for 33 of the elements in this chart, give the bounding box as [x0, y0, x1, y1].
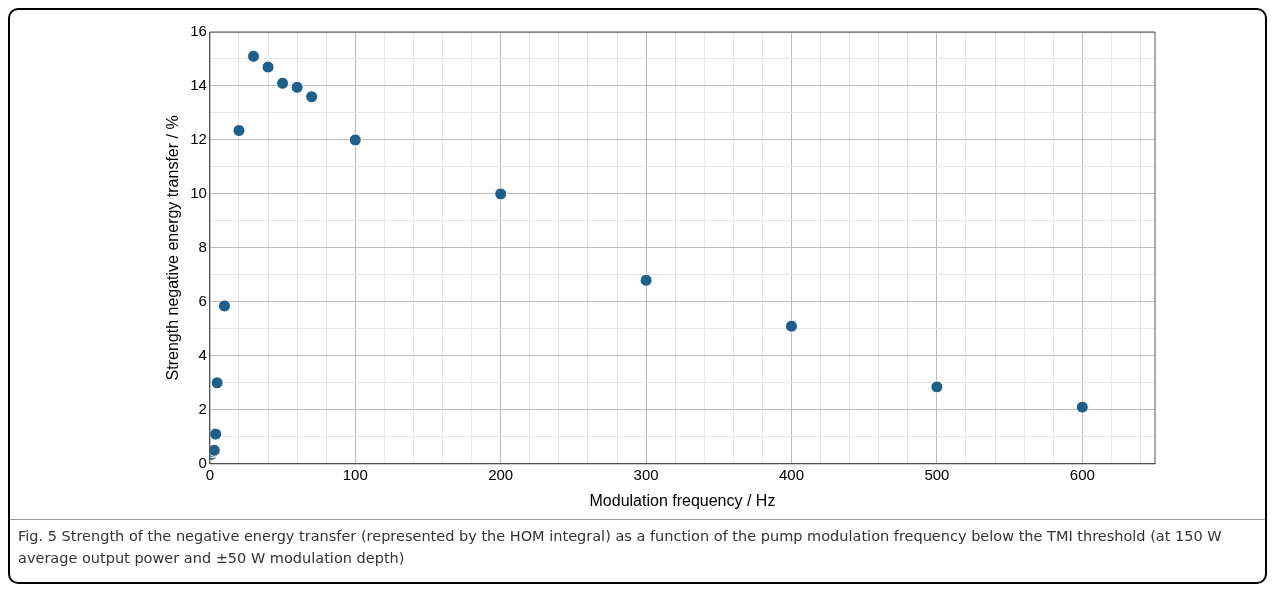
- caption: Fig. 5 Strength of the negative energy transfer (represented by the HOM integral) as a function of the pump modulation frequency below the TMI threshold (at 150 W average output power and ±50 W modulation depth): [18, 527, 1223, 568]
- point: [210, 376, 224, 390]
- y-tick-label: 16: [190, 22, 207, 40]
- point: [348, 133, 362, 147]
- point: [217, 299, 231, 313]
- point: [290, 80, 304, 94]
- point: [261, 60, 275, 74]
- point: [305, 90, 319, 104]
- y-tick-label: 12: [190, 130, 207, 148]
- point: [784, 319, 798, 333]
- x-tick-label: 200: [488, 465, 514, 483]
- y-tick-label: 6: [198, 292, 207, 310]
- point: [1075, 400, 1089, 414]
- point: [494, 187, 508, 201]
- y-tick-label: 4: [198, 345, 207, 363]
- x-axis-title: Modulation frequency / Hz: [589, 491, 776, 509]
- x-tick-label: 600: [1069, 465, 1095, 483]
- point: [639, 273, 653, 287]
- x-tick-label: 300: [633, 465, 659, 483]
- point: [247, 49, 261, 63]
- y-tick-label: 8: [198, 238, 207, 256]
- y-axis-title: Strength negative energy transfer / %: [164, 115, 182, 381]
- x-tick-label: 400: [778, 465, 805, 483]
- point: [276, 76, 290, 90]
- x-tick-label: 100: [342, 465, 368, 483]
- x-tick-label: 500: [924, 465, 950, 483]
- point: [930, 380, 944, 394]
- y-tick-label: 2: [198, 399, 207, 417]
- point: [232, 124, 246, 137]
- y-tick-label: 14: [190, 76, 207, 94]
- y-tick-label: 10: [190, 184, 207, 202]
- y-tick-label: 0: [198, 453, 207, 471]
- point: [209, 427, 223, 441]
